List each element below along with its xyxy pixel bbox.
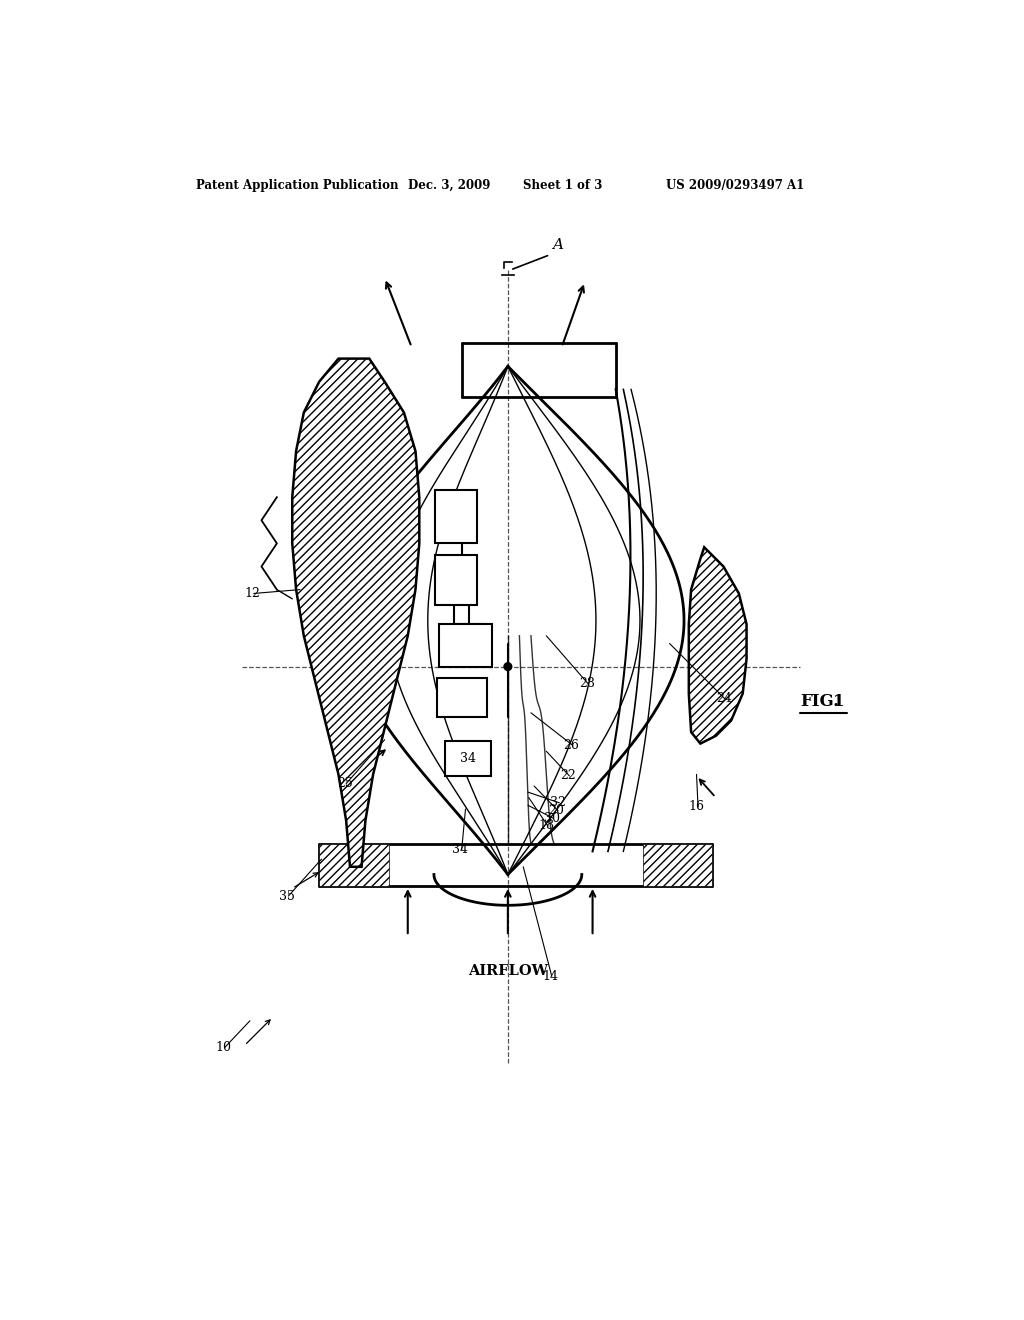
Bar: [435, 490, 477, 544]
Text: 22: 22: [560, 770, 575, 783]
Text: 14: 14: [543, 970, 558, 982]
Text: 34: 34: [453, 843, 468, 857]
Text: 25: 25: [337, 777, 352, 791]
Polygon shape: [292, 359, 419, 867]
Polygon shape: [319, 843, 388, 886]
Text: 35: 35: [280, 890, 295, 903]
Text: AIRFLOW: AIRFLOW: [468, 964, 548, 978]
Text: 26: 26: [563, 739, 580, 751]
Text: Patent Application Publication: Patent Application Publication: [196, 178, 398, 191]
Polygon shape: [643, 843, 712, 886]
Text: 16: 16: [689, 800, 705, 813]
Bar: [435, 554, 477, 605]
Text: 10: 10: [215, 1041, 231, 1055]
Bar: [444, 742, 490, 776]
Text: FIG.: FIG.: [801, 693, 840, 710]
Text: US 2009/0293497 A1: US 2009/0293497 A1: [666, 178, 804, 191]
Text: 12: 12: [245, 587, 260, 601]
Text: 18: 18: [539, 820, 555, 833]
Circle shape: [504, 663, 512, 671]
Text: 1: 1: [833, 693, 845, 710]
Bar: [438, 624, 493, 667]
Text: 24: 24: [716, 693, 731, 705]
Text: 20: 20: [549, 804, 564, 817]
Bar: [437, 678, 487, 717]
Text: 34: 34: [460, 752, 476, 766]
Text: Dec. 3, 2009: Dec. 3, 2009: [408, 178, 490, 191]
Text: Sheet 1 of 3: Sheet 1 of 3: [523, 178, 603, 191]
Text: 28: 28: [579, 677, 595, 690]
Text: A: A: [553, 239, 563, 252]
Text: 30: 30: [544, 812, 560, 825]
Text: 32: 32: [550, 796, 566, 809]
Polygon shape: [689, 548, 746, 743]
